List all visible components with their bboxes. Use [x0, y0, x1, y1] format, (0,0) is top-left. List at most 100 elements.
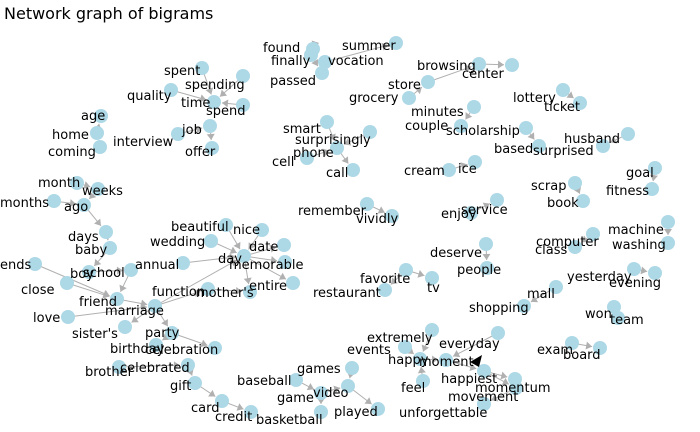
node-label-home: home: [52, 128, 89, 143]
node-label-day: day: [218, 252, 242, 267]
node-deserve: [479, 237, 493, 251]
node-label-scholarship: scholarship: [446, 124, 520, 139]
node-card: [215, 394, 229, 408]
node-function: [201, 282, 215, 296]
arrow-happiest-movement: [501, 377, 509, 385]
node-label-phone: phone: [293, 146, 334, 161]
node-label-party: party: [145, 326, 180, 341]
arrow-moment-happiest: [469, 363, 477, 371]
node-machine: [661, 215, 675, 229]
node-won: [607, 300, 621, 314]
arrow-marriage-function: [193, 289, 201, 298]
node-label-job: job: [181, 123, 202, 138]
arrow-party-celebration: [200, 339, 208, 348]
node-label-exam: exam: [537, 343, 573, 358]
node-home: [90, 126, 104, 140]
node-minutes: [467, 100, 481, 114]
node-label-surprised: surprised: [533, 144, 594, 159]
node-label-washing: washing: [612, 238, 666, 253]
arrow-remember-vividly: [377, 206, 385, 214]
node-label-ticket: ticket: [544, 100, 580, 115]
node-sister-s: [118, 320, 132, 334]
arrow-day-mother-s: [243, 277, 252, 285]
node-label-mall: mall: [527, 287, 555, 302]
node-love: [61, 310, 75, 324]
node-label-remember: remember: [298, 204, 367, 219]
arrow-minutes-couple: [465, 112, 473, 120]
arrow-months-ago: [69, 199, 77, 208]
node-spend: [236, 98, 250, 112]
node-age: [94, 109, 108, 123]
node-label-passed: passed: [270, 74, 316, 89]
node-label-couple: couple: [405, 119, 448, 134]
node-restaurant: [378, 283, 392, 297]
arrow-quality-time: [199, 94, 207, 103]
node-team: [611, 311, 625, 325]
node-store: [421, 75, 435, 89]
node-celebration: [208, 341, 222, 355]
arrow-vocation-summer: [381, 42, 389, 51]
node-baby: [103, 241, 117, 255]
node-happy: [413, 352, 427, 366]
node-enjoy: [464, 206, 478, 220]
node-label-card: card: [191, 401, 219, 416]
node-ticket: [573, 96, 587, 110]
node-fitness: [645, 182, 659, 196]
node-tv: [425, 271, 439, 285]
node-label-people: people: [457, 263, 501, 278]
node-coming: [93, 140, 107, 154]
node-quality: [164, 83, 178, 97]
node-label-cell: cell: [272, 155, 294, 170]
node-label-board: board: [563, 348, 601, 363]
arrow-day-date: [269, 244, 277, 253]
node-school: [124, 263, 138, 277]
arrow-browsing-center: [497, 60, 505, 69]
node-label-month: month: [38, 176, 80, 191]
node-ice: [468, 155, 482, 169]
edge-marriage-function: [154, 290, 201, 307]
arrow-grocery-store: [414, 87, 422, 95]
node-offer: [205, 141, 219, 155]
node-label-friend: friend: [79, 295, 117, 310]
node-finally: [304, 48, 318, 62]
node-label-service: service: [461, 203, 508, 218]
arrow-gift-card: [208, 389, 216, 397]
node-label-date: date: [249, 240, 278, 255]
node-label-enjoy: enjoy: [441, 207, 477, 222]
node-label-found: found: [263, 41, 300, 56]
node-cream: [442, 163, 456, 177]
node-celebrated: [181, 358, 195, 372]
node-label-favorite: favorite: [360, 272, 410, 287]
node-extremely: [425, 323, 439, 337]
node-label-gift: gift: [170, 379, 191, 394]
node-phone: [330, 141, 344, 155]
node-label-grocery: grocery: [349, 91, 399, 106]
node-party: [165, 326, 179, 340]
node-label-husband: husband: [564, 132, 620, 147]
node-memorable: [278, 255, 292, 269]
arrow-video-played: [364, 397, 372, 405]
node-label-momentum: momentum: [475, 381, 551, 396]
node-moment: [439, 353, 453, 367]
arrow-baby-boy: [94, 258, 102, 266]
node-happiest: [477, 364, 491, 378]
arrow-baseball-game: [306, 382, 314, 391]
node-label-offer: offer: [185, 145, 216, 160]
arrow-happiest-momentum: [500, 371, 508, 380]
node-label-call: call: [326, 166, 348, 181]
node-label-ends: ends: [0, 258, 31, 273]
node-surprised: [596, 139, 610, 153]
arrow-goal-fitness: [650, 174, 658, 182]
edge-everyday-moment: [452, 332, 499, 357]
node-ends: [28, 257, 42, 271]
node-label-ago: ago: [64, 200, 88, 215]
node-label-team: team: [610, 313, 644, 328]
node-label-close: close: [21, 283, 54, 298]
node-label-celebration: celebration: [145, 343, 218, 358]
arrow-favorite-restaurant: [390, 277, 398, 285]
node-service: [490, 193, 504, 207]
node-label-moment: moment: [419, 355, 474, 370]
node-call: [346, 163, 360, 177]
arrow-mall-shopping: [530, 295, 539, 303]
node-label-scrap: scrap: [531, 179, 566, 194]
